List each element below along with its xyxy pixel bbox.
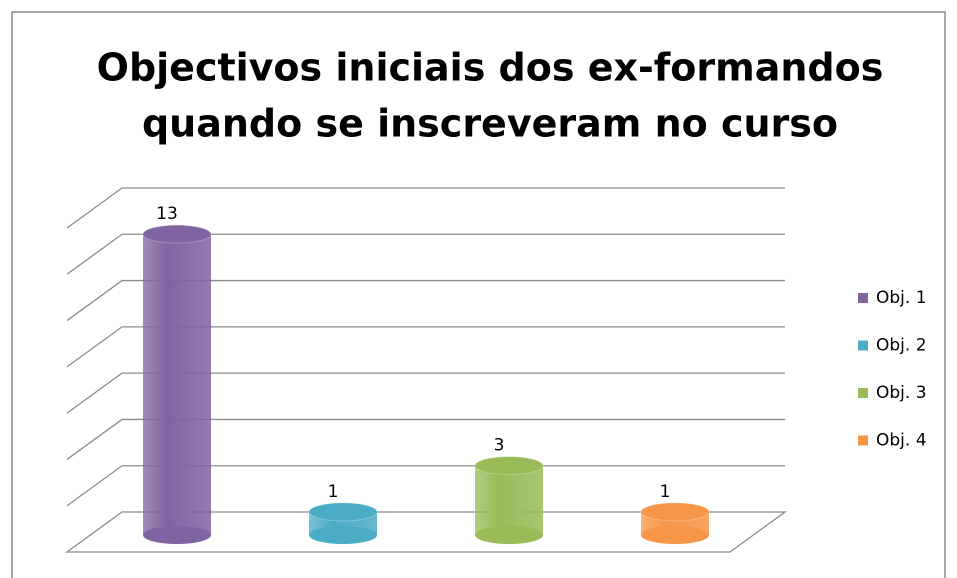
legend-swatch [858, 340, 868, 351]
grid-line [66, 372, 123, 414]
legend-label: Obj. 1 [876, 288, 927, 308]
legend-label: Obj. 3 [876, 383, 927, 403]
bar-top [142, 224, 212, 244]
data-label: 1 [660, 482, 671, 502]
grid-line [66, 326, 123, 368]
bar [142, 224, 212, 544]
bar-body [475, 465, 543, 535]
bar-top [308, 502, 378, 522]
legend-label: Obj. 2 [876, 336, 927, 356]
bar-top [640, 502, 710, 522]
bar-top [474, 456, 544, 476]
grid-line [66, 465, 123, 507]
floor [65, 511, 787, 553]
bar-body [143, 234, 211, 535]
bar [308, 502, 378, 544]
grid-line [66, 418, 123, 460]
data-label: 3 [494, 436, 505, 456]
legend-swatch [858, 388, 868, 398]
chart-title: Objectivos iniciais dos ex-formandos [97, 46, 884, 90]
bar [474, 456, 544, 544]
legend-swatch [858, 435, 868, 446]
chart-title: quando se inscreveram no curso [142, 102, 838, 146]
grid-line [66, 280, 123, 322]
grid-line [66, 187, 123, 229]
bar [640, 502, 710, 544]
legend-swatch [858, 293, 868, 303]
data-label: 13 [156, 204, 178, 224]
legend-label: Obj. 4 [876, 431, 927, 451]
grid-line [66, 233, 123, 275]
data-label: 1 [328, 482, 339, 502]
